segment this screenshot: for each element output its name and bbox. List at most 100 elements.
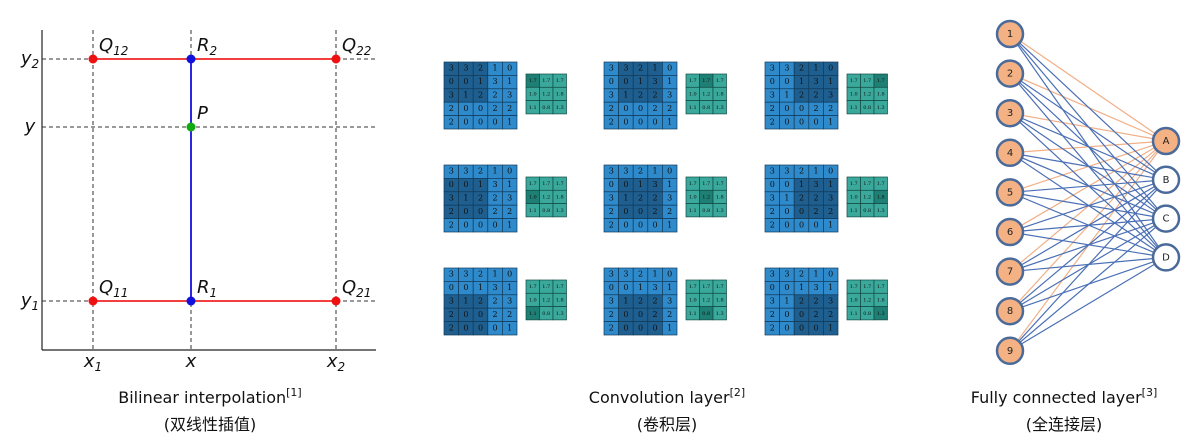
input-value: 2 xyxy=(609,104,614,113)
input-value: 2 xyxy=(478,270,483,279)
input-value: 1 xyxy=(638,180,643,189)
input-value: 3 xyxy=(609,167,614,176)
input-value: 1 xyxy=(814,167,819,176)
input-value: 3 xyxy=(463,167,468,176)
output-value: 1.7 xyxy=(850,181,858,187)
output-value: 1.8 xyxy=(877,194,885,200)
input-value: 2 xyxy=(799,91,804,100)
input-value: 1 xyxy=(507,323,512,332)
output-cell xyxy=(873,306,888,321)
edge xyxy=(1009,191,1167,258)
input-value: 0 xyxy=(463,207,468,216)
input-value: 0 xyxy=(449,77,454,86)
input-value: 1 xyxy=(493,64,498,73)
input-value: 0 xyxy=(667,167,672,176)
input-cell xyxy=(502,321,518,336)
node-label: 6 xyxy=(1007,227,1013,238)
input-cell xyxy=(823,115,839,130)
output-value: 1.7 xyxy=(877,181,885,187)
input-value: 2 xyxy=(493,104,498,113)
output-value: 0.8 xyxy=(542,311,550,317)
input-value: 0 xyxy=(653,323,658,332)
input-value: 0 xyxy=(609,283,614,292)
conv-group: 3 3 2 1 00 0 1 3 13 1 2 2 32 0 0 2 22 0 0 0 11.7 1.7 1.71.0 1.2… xyxy=(443,164,567,233)
input-value: 0 xyxy=(623,77,628,86)
input-value: 2 xyxy=(638,167,643,176)
captions: Bilinear interpolation[1] (双线性插值) Convolut… xyxy=(118,386,1157,434)
input-value: 2 xyxy=(609,310,614,319)
output-value: 1.7 xyxy=(689,284,697,290)
input-value: 2 xyxy=(478,297,483,306)
input-value: 0 xyxy=(463,310,468,319)
input-value: 3 xyxy=(449,167,454,176)
input-value: 1 xyxy=(493,270,498,279)
input-value: 1 xyxy=(638,77,643,86)
point xyxy=(186,122,196,132)
input-value: 2 xyxy=(609,117,614,126)
input-value: 2 xyxy=(814,194,819,203)
input-value: 0 xyxy=(799,310,804,319)
input-value: 3 xyxy=(623,270,628,279)
input-value: 0 xyxy=(623,207,628,216)
input-value: 3 xyxy=(449,91,454,100)
input-value: 1 xyxy=(828,283,833,292)
input-value: 1 xyxy=(799,180,804,189)
input-node xyxy=(995,178,1025,207)
output-cell xyxy=(712,306,727,321)
output-value: 1.7 xyxy=(850,78,858,84)
input-node xyxy=(995,19,1025,49)
output-value: 1.8 xyxy=(716,91,724,97)
input-value: 0 xyxy=(493,117,498,126)
input-value: 2 xyxy=(653,297,658,306)
input-value: 2 xyxy=(449,310,454,319)
output-value: 1.7 xyxy=(877,284,885,290)
math-label: Q22 xyxy=(342,35,371,58)
output-value: 1.7 xyxy=(716,284,724,290)
label-main: y xyxy=(20,48,32,69)
output-value: 1.8 xyxy=(556,91,564,97)
edge xyxy=(1009,256,1167,273)
input-value: 0 xyxy=(814,220,819,229)
input-value: 1 xyxy=(493,167,498,176)
output-value: 1.3 xyxy=(877,208,885,214)
input-value: 2 xyxy=(449,117,454,126)
input-value: 0 xyxy=(463,220,468,229)
input-value: 0 xyxy=(638,117,643,126)
input-value: 1 xyxy=(784,91,789,100)
caption-ref: [2] xyxy=(730,386,746,399)
input-value: 2 xyxy=(478,167,483,176)
output-value: 0.8 xyxy=(542,208,550,214)
input-value: 0 xyxy=(463,117,468,126)
node-label: B xyxy=(1163,175,1170,186)
math-label: x2 xyxy=(326,351,345,374)
caption-ref: [3] xyxy=(1142,386,1158,399)
caption-text: Convolution layer xyxy=(589,388,730,407)
output-value: 1.7 xyxy=(863,181,871,187)
math-label: R1 xyxy=(197,277,217,300)
output-value: 1.1 xyxy=(689,105,697,111)
input-value: 0 xyxy=(770,77,775,86)
input-value: 3 xyxy=(507,91,512,100)
output-value: 1.3 xyxy=(716,105,724,111)
output-value: 1.1 xyxy=(689,311,697,317)
output-value: 1.7 xyxy=(529,181,537,187)
output-value: 1.7 xyxy=(542,78,550,84)
input-value: 1 xyxy=(507,283,512,292)
caption-text: Fully connected layer xyxy=(971,388,1142,407)
math-label: Q12 xyxy=(99,35,128,58)
input-node xyxy=(995,138,1025,168)
input-value: 3 xyxy=(449,270,454,279)
input-value: 1 xyxy=(828,117,833,126)
output-cell xyxy=(873,203,888,218)
input-value: 3 xyxy=(770,297,775,306)
input-value: 0 xyxy=(463,104,468,113)
label-sub: 2 xyxy=(32,57,40,71)
input-value: 2 xyxy=(770,310,775,319)
input-value: 3 xyxy=(507,194,512,203)
input-value: 3 xyxy=(623,64,628,73)
input-value: 2 xyxy=(493,207,498,216)
input-value: 3 xyxy=(667,297,672,306)
input-value: 0 xyxy=(463,323,468,332)
convolution-panel: 3 3 2 1 00 0 1 3 13 1 2 2 32 0 0 2 22 0 0 0 11.7 1.7 1.71.0 1.2… xyxy=(443,61,888,336)
label-main: x xyxy=(83,351,95,372)
